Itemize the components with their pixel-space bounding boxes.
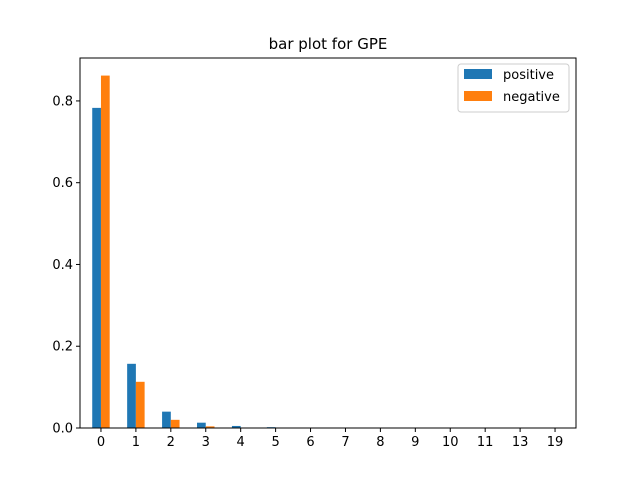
x-tick-label: 0: [97, 435, 105, 450]
x-tick-label: 11: [477, 435, 494, 450]
bar-positive-0: [92, 107, 101, 428]
bar-negative-0: [100, 75, 110, 428]
x-tick-label: 4: [237, 435, 245, 450]
bar-negative-3: [205, 426, 215, 428]
x-tick-label: 5: [271, 435, 279, 450]
y-tick-label: 0.8: [52, 94, 73, 109]
x-tick-label: 10: [442, 435, 459, 450]
plot-frame: [79, 57, 577, 429]
bar-positive-1: [127, 363, 136, 428]
y-axis: 0.0 0.2 0.4 0.6 0.8: [52, 94, 80, 437]
legend-label-positive: positive: [503, 68, 554, 83]
legend-swatch-negative: [464, 91, 492, 101]
legend: positive negative: [457, 63, 570, 113]
bar-negative-1: [135, 381, 145, 428]
y-tick-label: 0.6: [52, 176, 73, 191]
x-tick-label: 9: [411, 435, 419, 450]
chart-title: bar plot for GPE: [269, 35, 388, 53]
legend-swatch-positive: [464, 69, 492, 79]
x-tick-label: 1: [132, 435, 140, 450]
bar-positive-3: [197, 422, 206, 428]
x-axis: 0 1 2 3 4 5 6 7 8 9 10 11 13 19: [97, 428, 563, 450]
bar-positive-2: [162, 411, 171, 428]
legend-label-negative: negative: [503, 90, 560, 105]
bar-positive-4: [231, 425, 241, 428]
y-tick-label: 0.4: [52, 258, 73, 273]
x-tick-label: 7: [341, 435, 349, 450]
x-tick-label: 13: [512, 435, 529, 450]
x-tick-label: 6: [306, 435, 314, 450]
y-tick-label: 0.0: [52, 422, 73, 437]
x-tick-label: 2: [167, 435, 175, 450]
x-tick-label: 19: [547, 435, 564, 450]
x-tick-label: 3: [202, 435, 210, 450]
bar-negative-2: [170, 419, 180, 428]
x-tick-label: 8: [376, 435, 384, 450]
y-tick-label: 0.2: [52, 340, 73, 355]
